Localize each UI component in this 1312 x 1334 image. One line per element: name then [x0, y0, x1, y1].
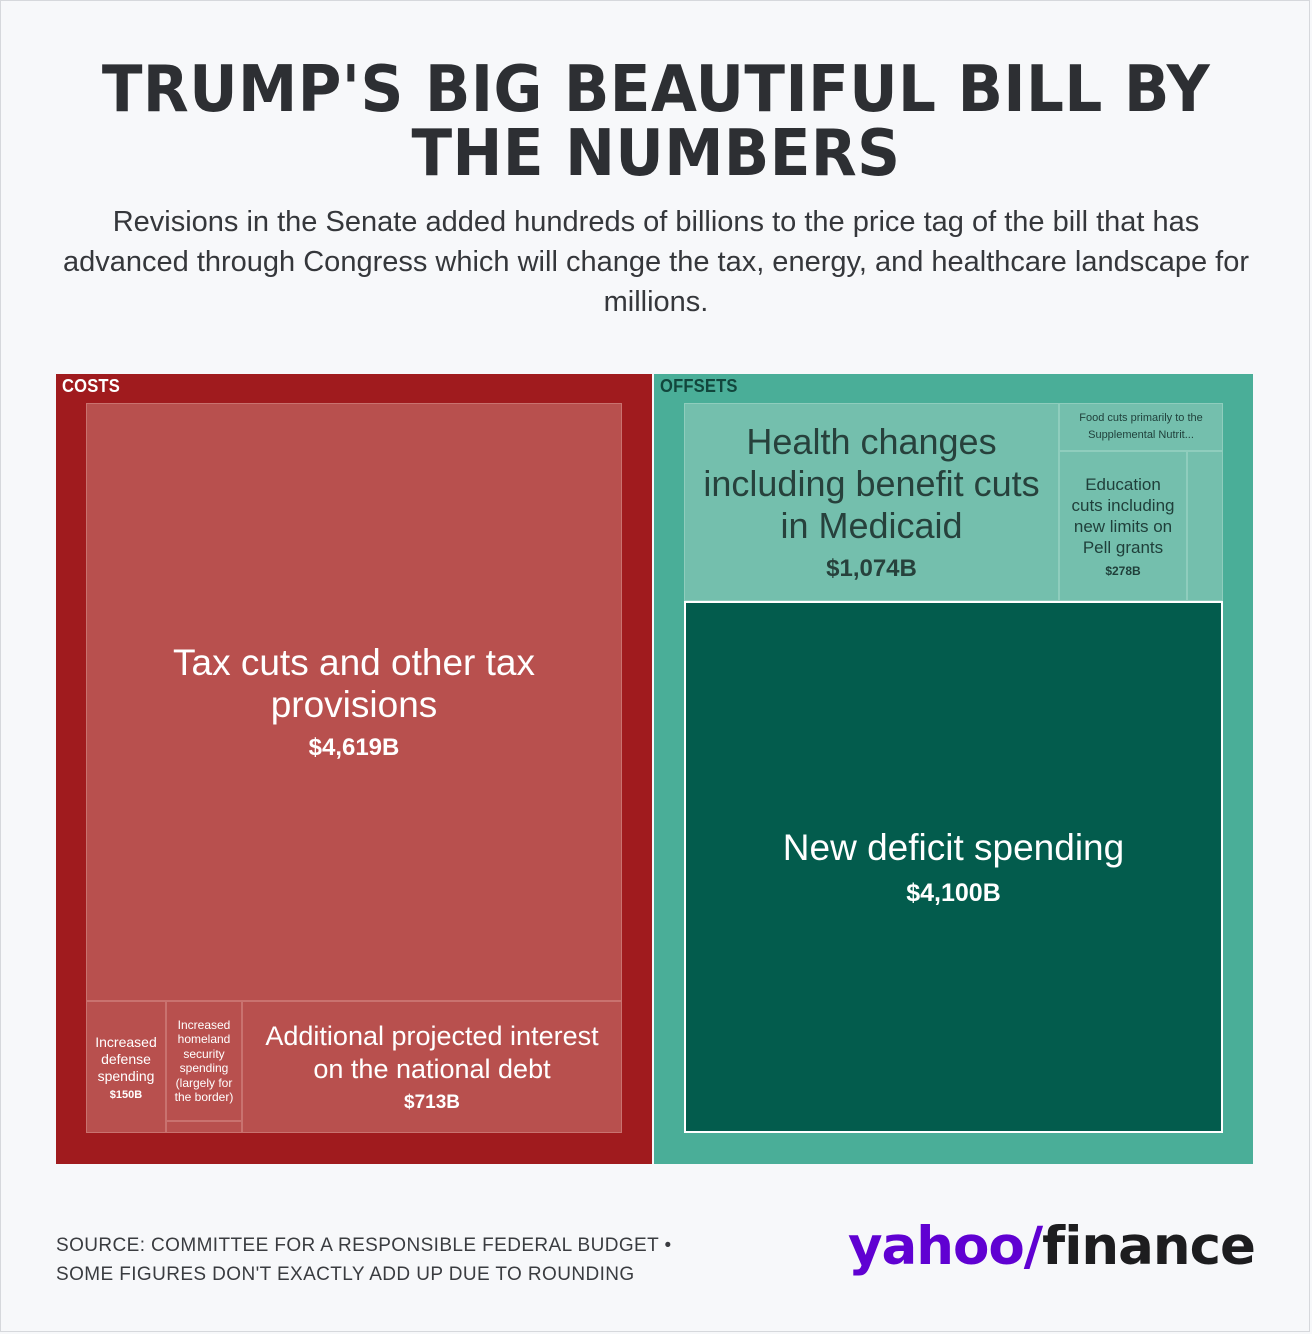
- tile-interest: Additional projected interest on the nat…: [242, 1001, 622, 1133]
- logo-product: finance: [1042, 1216, 1256, 1277]
- source-line-2: SOME FIGURES DON'T EXACTLY ADD UP DUE TO…: [56, 1264, 635, 1285]
- tile-health-label: Health changes including benefit cuts in…: [703, 421, 1040, 546]
- tile-education-value: $278B: [1105, 564, 1141, 578]
- offsets-section: OFFSETS Health changes including benefit…: [654, 374, 1253, 1164]
- tile-health-value: $1,074B: [826, 555, 917, 582]
- tile-homeland-security: Increased homeland security spending (la…: [166, 1001, 242, 1121]
- tile-interest-label: Additional projected interest on the nat…: [265, 1021, 599, 1084]
- tile-education-label: Education cuts including new limits on P…: [1071, 475, 1175, 557]
- tile-other-offset: [1187, 451, 1223, 601]
- chart-title: TRUMP'S BIG BEAUTIFUL BILL BY THE NUMBER…: [101, 53, 1211, 191]
- tile-food: Food cuts primarily to the Supplemental …: [1059, 403, 1223, 451]
- tile-new-deficit-value: $4,100B: [906, 878, 1001, 907]
- tile-defense-value: $150B: [109, 1088, 143, 1101]
- tile-interest-value: $713B: [404, 1092, 460, 1113]
- offsets-label: OFFSETS: [660, 376, 738, 396]
- tile-homeland-security-sliver: [166, 1121, 242, 1133]
- tile-defense-label: Increased defense spending: [95, 1033, 157, 1084]
- logo-brand: yahoo/: [847, 1216, 1043, 1277]
- tile-tax-cuts-value: $4,619B: [308, 734, 400, 761]
- chart-subtitle: Revisions in the Senate added hundreds o…: [63, 206, 1249, 318]
- tile-defense: Increased defense spending $150B: [86, 1001, 166, 1133]
- tile-health: Health changes including benefit cuts in…: [684, 403, 1059, 601]
- source-note: SOURCE: COMMITTEE FOR A RESPONSIBLE FEDE…: [56, 1231, 776, 1289]
- costs-section: COSTS Tax cuts and other tax provisions …: [56, 374, 652, 1164]
- tile-new-deficit-label: New deficit spending: [782, 826, 1125, 868]
- tile-food-label: Food cuts primarily to the Supplemental …: [1079, 412, 1203, 441]
- yahoo-finance-logo: yahoo/finance: [830, 1212, 1256, 1282]
- tile-homeland-security-label: Increased homeland security spending (la…: [174, 1017, 234, 1105]
- source-line-1: SOURCE: COMMITTEE FOR A RESPONSIBLE FEDE…: [56, 1235, 672, 1256]
- tile-tax-cuts-label: Tax cuts and other tax provisions: [173, 642, 535, 725]
- tile-education: Education cuts including new limits on P…: [1059, 451, 1187, 601]
- tile-tax-cuts: Tax cuts and other tax provisions $4,619…: [86, 403, 622, 1001]
- costs-label: COSTS: [62, 376, 120, 396]
- tile-new-deficit: New deficit spending $4,100B: [684, 601, 1223, 1133]
